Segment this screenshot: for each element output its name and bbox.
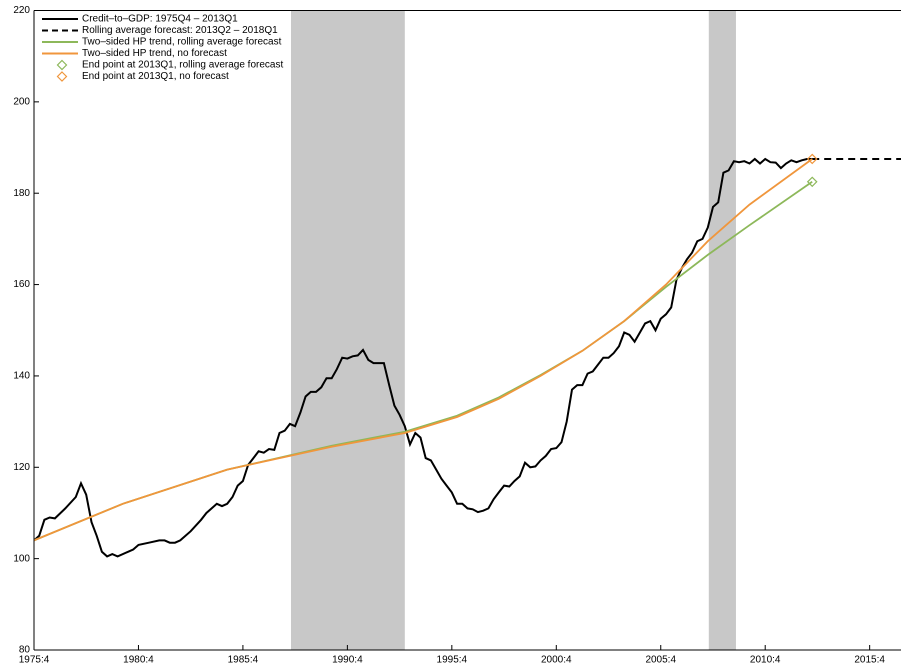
x-tick-label: 2005:4: [645, 655, 676, 666]
legend-label: Credit–to–GDP: 1975Q4 – 2013Q1: [82, 14, 238, 25]
series-line: [34, 158, 813, 542]
legend-marker: [56, 71, 68, 82]
legend-label: Two–sided HP trend, rolling average fore…: [82, 37, 282, 48]
end-point-marker: [806, 153, 818, 165]
legend-label: Two–sided HP trend, no forecast: [82, 48, 227, 59]
x-tick-label: 2000:4: [541, 655, 572, 666]
x-tick-label: 2010:4: [750, 655, 781, 666]
y-tick-label: 80: [19, 645, 31, 656]
legend-marker: [56, 59, 68, 71]
shading-layer: [290, 10, 736, 650]
y-tick-label: 160: [13, 279, 30, 290]
y-tick-label: 200: [13, 96, 30, 107]
legend-label: Rolling average forecast: 2013Q2 – 2018Q…: [82, 25, 278, 36]
x-tick-label: 1985:4: [228, 655, 259, 666]
legend-label: End point at 2013Q1, no forecast: [82, 71, 229, 82]
x-tick-label: 1975:4: [19, 655, 50, 666]
axes-layer: 80 100 120 140 160 180 200 220 1975:4 1980:4 1985:…: [13, 5, 901, 666]
y-tick-label: 100: [13, 553, 30, 564]
series-line: [34, 157, 813, 558]
end-point-marker: [806, 176, 818, 188]
x-tick-label: 2015:4: [854, 655, 885, 666]
y-tick-label: 120: [13, 462, 30, 473]
series-line: [34, 181, 813, 542]
legend-label: End point at 2013Q1, rolling average for…: [82, 60, 283, 71]
y-tick-label: 180: [13, 188, 30, 199]
series-layer: [34, 153, 901, 558]
shaded-period: [290, 10, 405, 650]
shaded-period: [708, 10, 736, 650]
y-tick-label: 140: [13, 371, 30, 382]
x-tick-label: 1980:4: [123, 655, 154, 666]
x-tick-label: 1995:4: [437, 655, 468, 666]
y-tick-label: 220: [13, 5, 30, 16]
x-tick-label: 1990:4: [332, 655, 363, 666]
